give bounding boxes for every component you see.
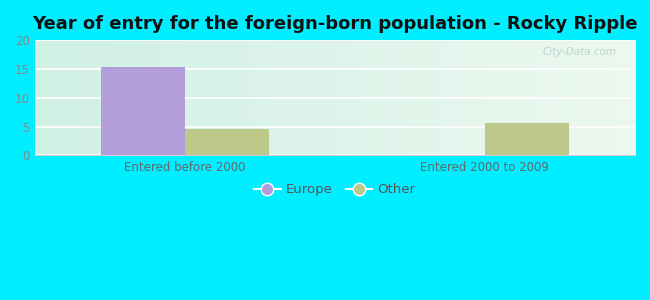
Title: Year of entry for the foreign-born population - Rocky Ripple: Year of entry for the foreign-born popul… xyxy=(32,15,638,33)
Bar xyxy=(485,123,569,155)
Bar xyxy=(185,129,269,155)
Legend: Europe, Other: Europe, Other xyxy=(249,178,421,202)
Text: City-Data.com: City-Data.com xyxy=(543,47,617,57)
Bar xyxy=(101,67,185,155)
